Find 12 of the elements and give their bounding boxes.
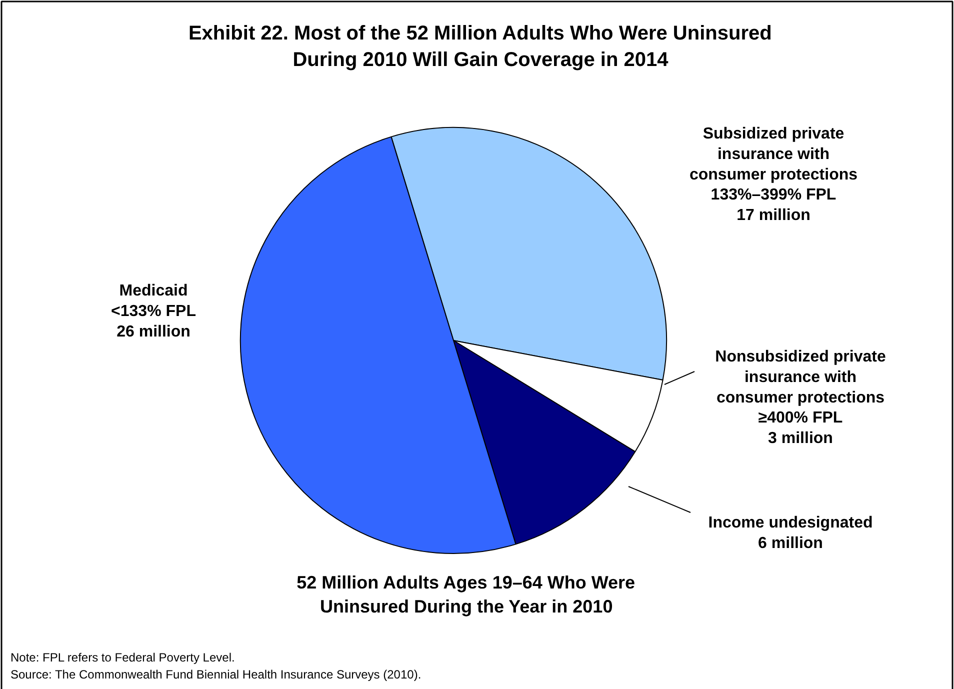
data-label: 26 million xyxy=(116,323,190,340)
slice-label: Income undesignated xyxy=(708,514,873,532)
slice-label: Subsidized private insurance with consumer protections 133%–399% FPL xyxy=(689,126,858,204)
data-label: 3 million xyxy=(768,430,833,448)
data-label: 6 million xyxy=(758,534,823,552)
legend-label: Nonsubsidized private insurance with consumer protections ≥400% FPL xyxy=(715,348,886,427)
text: Note: FPL refers to Federal Poverty Level. xyxy=(10,650,235,664)
slice-label: Medicaid <133% FPL xyxy=(111,282,196,320)
data-label: 17 million xyxy=(736,207,810,224)
source-note: Source: The Commonwealth Fund Biennial Health Insurance Surveys (2010). xyxy=(10,668,422,682)
chart-title: Exhibit 22. Most of the 52 Million Adults Who Were Uninsured During 2010 Will Gain Coverage in 2014 xyxy=(188,22,772,71)
text: 52 Million Adults Ages 19–64 Who Were Uninsured During the Year in 2010 xyxy=(296,572,636,616)
